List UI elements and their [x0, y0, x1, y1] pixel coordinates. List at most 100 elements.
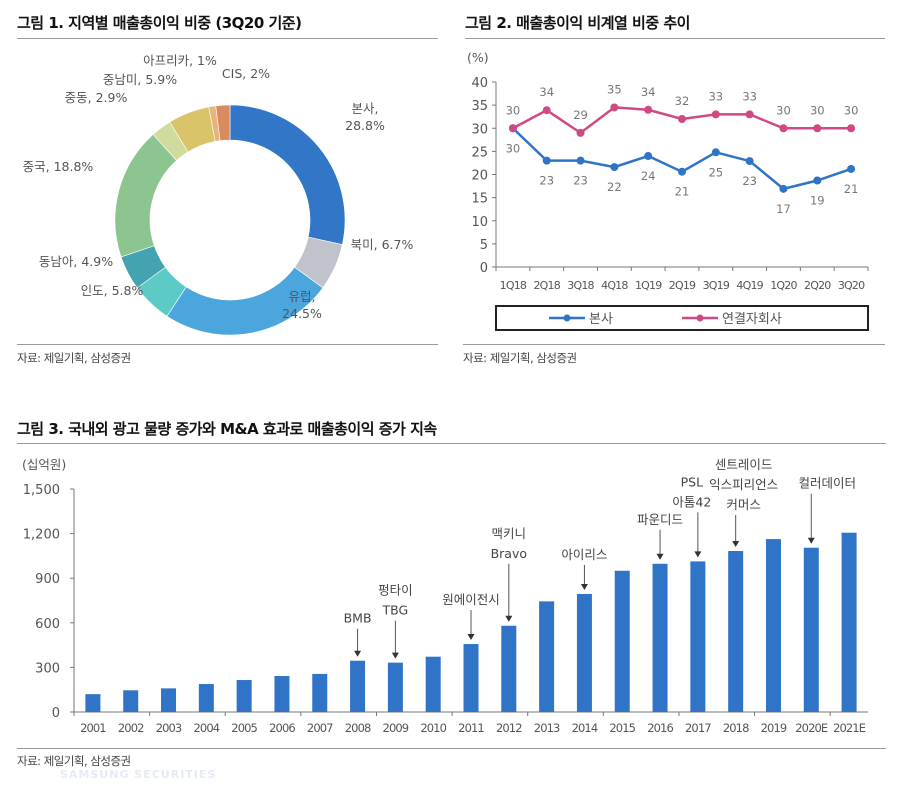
- x-tick-label: 4Q19: [736, 279, 763, 292]
- data-label: 29: [573, 108, 588, 122]
- annotation-label: Bravo: [491, 546, 527, 561]
- y-tick-label: 900: [35, 572, 60, 587]
- data-point: [576, 156, 585, 165]
- x-tick-label: 2004: [193, 721, 219, 735]
- data-label: 33: [742, 89, 757, 103]
- annotation-arrow-head: [656, 553, 664, 560]
- figure-2-title: 그림 2. 매출총이익 비계열 비중 추이: [465, 14, 690, 32]
- figure-2-bottom-rule: [463, 344, 885, 345]
- data-label: 34: [641, 85, 656, 99]
- data-point: [576, 128, 585, 137]
- annotation-arrow-head: [580, 583, 588, 590]
- x-tick-label: 2005: [231, 721, 257, 735]
- annotation-arrow-head: [354, 650, 362, 657]
- bar-2009: [387, 662, 403, 712]
- annotation-label: BMB: [344, 611, 372, 626]
- y-tick-label: 0: [52, 706, 60, 721]
- annotation-label: TBG: [382, 603, 409, 618]
- annotation-label: 원에이전시: [442, 592, 500, 607]
- y-tick-label: 10: [471, 215, 488, 230]
- x-tick-label: 2009: [383, 721, 409, 735]
- data-point: [678, 115, 686, 123]
- annotation-label: PSL: [681, 474, 703, 489]
- data-point: [610, 103, 619, 112]
- annotation-label: 익스피리언스: [709, 477, 778, 492]
- data-point: [779, 124, 788, 133]
- donut-label: CIS, 2%: [222, 66, 270, 81]
- annotation-label: 커머스: [726, 497, 761, 512]
- x-tick-label: 2001: [80, 721, 106, 735]
- data-point: [847, 124, 856, 133]
- data-label: 23: [573, 174, 588, 188]
- x-tick-label: 2018: [723, 721, 749, 735]
- bar-2011: [463, 644, 479, 712]
- data-label: 30: [810, 103, 825, 117]
- data-label: 25: [708, 165, 723, 179]
- data-label: 19: [810, 194, 825, 208]
- bar-2018: [728, 550, 744, 712]
- data-label: 23: [539, 174, 554, 188]
- x-tick-label: 4Q18: [601, 279, 628, 292]
- data-point: [847, 164, 856, 173]
- x-tick-label: 3Q18: [567, 279, 594, 292]
- data-label: 23: [742, 174, 757, 188]
- legend-swatch-marker: [563, 314, 571, 322]
- data-point: [644, 152, 653, 160]
- x-tick-label: 3Q20: [838, 279, 865, 292]
- donut-value-label: 24.5%: [282, 306, 322, 321]
- data-label: 24: [641, 169, 656, 183]
- annotation-arrow-head: [467, 634, 475, 641]
- data-point: [644, 105, 653, 114]
- annotation-arrow-head: [807, 537, 815, 544]
- data-point: [813, 176, 822, 185]
- figure-1-source: 자료: 제일기획, 삼성증권: [17, 351, 131, 365]
- donut-slice-1: [229, 104, 346, 245]
- bar-chart: (십억원) 0 300 600 900 1,200 1,500 2001 2002 2003 200…: [22, 457, 868, 735]
- x-tick-label: 2014: [572, 721, 598, 735]
- donut-label: 중동, 2.9%: [65, 90, 128, 105]
- y-axis-unit: (십억원): [22, 457, 66, 472]
- annotation-arrow-head: [505, 615, 513, 622]
- x-tick-label: 2Q19: [669, 279, 696, 292]
- y-tick-label: 25: [471, 145, 488, 160]
- data-label: 32: [675, 94, 690, 108]
- donut-label: 유럽,: [289, 289, 316, 304]
- data-label: 22: [607, 180, 622, 194]
- x-tick-label: 2019: [761, 721, 787, 735]
- data-point: [745, 157, 754, 166]
- x-tick-label: 2011: [458, 721, 484, 735]
- figure-2-source: 자료: 제일기획, 삼성증권: [463, 351, 577, 365]
- figure-2-top-rule: [465, 38, 885, 39]
- bar-2015: [614, 570, 630, 712]
- figure-3-title: 그림 3. 국내외 광고 물량 증가와 M&A 효과로 매출총이익 증가 지속: [17, 420, 437, 438]
- legend-label: 연결자회사: [722, 312, 782, 327]
- bar-2016: [652, 563, 668, 712]
- y-tick-label: 1,500: [23, 483, 60, 498]
- x-tick-label: 2021E: [833, 721, 866, 735]
- data-label: 30: [844, 103, 859, 117]
- bar-2012: [501, 625, 517, 712]
- y-tick-label: 0: [480, 261, 488, 276]
- y-tick-label: 600: [35, 617, 60, 632]
- figure-1-top-rule: [17, 38, 438, 39]
- bar-2003: [161, 688, 177, 712]
- bar-2021E: [841, 532, 857, 712]
- donut-label: 본사,: [352, 101, 379, 116]
- bar-2019: [765, 539, 781, 712]
- x-tick-label: 2012: [496, 721, 522, 735]
- donut-chart: 본사, 28.8% 북미, 6.7% 유럽, 24.5% 인도, 5.8% 동남아, 4.9…: [23, 53, 413, 336]
- legend-swatch-marker: [696, 314, 704, 322]
- data-point: [542, 156, 551, 165]
- donut-slice-10: [215, 104, 231, 141]
- data-label: 21: [844, 182, 859, 196]
- annotation-label: 펑타이: [378, 583, 413, 598]
- data-point: [711, 110, 720, 119]
- data-point: [813, 124, 822, 133]
- x-tick-label: 1Q19: [635, 279, 662, 292]
- data-label: 17: [776, 202, 791, 216]
- data-point: [508, 124, 517, 133]
- annotation-arrow-head: [391, 652, 399, 659]
- donut-slice-6: [114, 134, 177, 258]
- bar-2005: [236, 680, 252, 712]
- line-chart: (%) 0 5 10 15 20 25 30 35 40 1Q18 2Q18 3Q18 4Q18 1Q19 2…: [467, 50, 869, 331]
